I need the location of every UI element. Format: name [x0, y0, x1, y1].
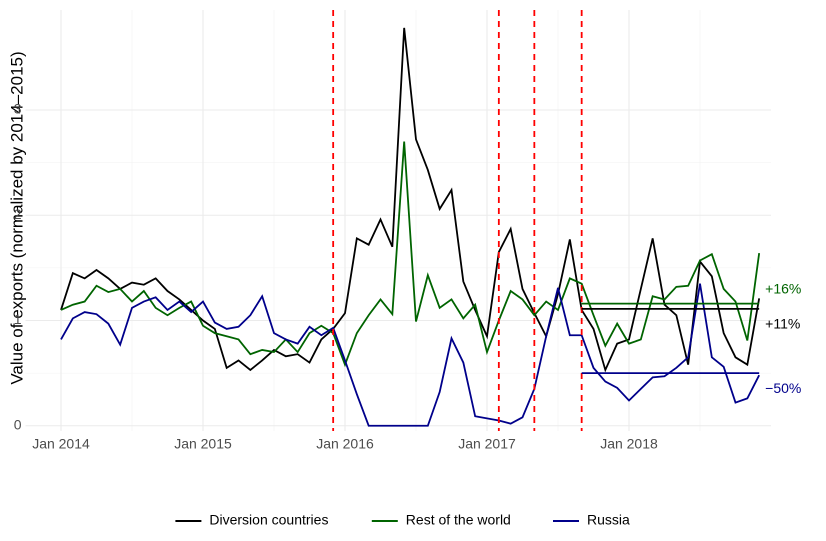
data-line	[60, 141, 761, 368]
x-tick-label: Jan 2016	[316, 436, 374, 452]
reference-label: +16%	[765, 280, 801, 296]
legend-label: Russia	[587, 512, 630, 528]
data-line	[60, 283, 760, 427]
x-tick-label: Jan 2015	[174, 436, 232, 452]
reference-label: −50%	[765, 380, 801, 396]
y-tick-label: 3	[14, 101, 22, 117]
data-line	[60, 27, 761, 373]
y-tick-label: 0	[14, 416, 22, 432]
y-axis-title: Value of exports (normalized by 2014–201…	[7, 51, 26, 384]
x-tick-label: Jan 2017	[458, 436, 516, 452]
legend-label: Diversion countries	[209, 512, 328, 528]
x-tick-label: Jan 2014	[32, 436, 90, 452]
y-tick-label: 1	[14, 311, 22, 327]
reference-label: +11%	[765, 316, 800, 332]
x-tick-label: Jan 2018	[600, 436, 658, 452]
legend-label: Rest of the world	[406, 512, 511, 528]
y-tick-label: 2	[14, 206, 22, 222]
